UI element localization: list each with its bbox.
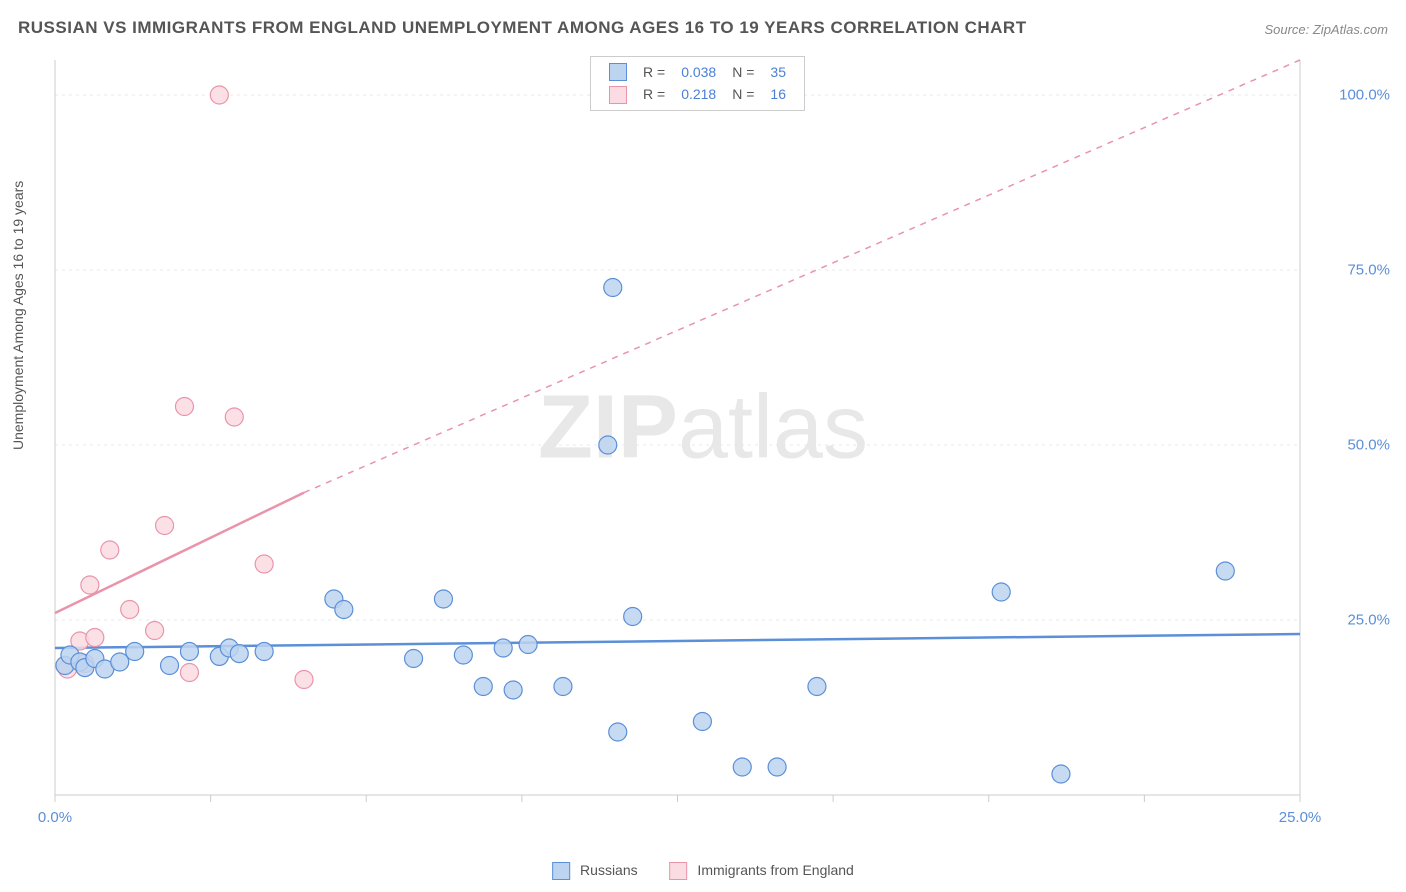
r-value-russians: 0.038: [673, 61, 724, 83]
legend-row-russians: R = 0.038 N = 35: [601, 61, 794, 83]
x-tick-label: 0.0%: [38, 809, 72, 826]
y-tick-label: 100.0%: [1339, 87, 1390, 104]
plot-area: [50, 50, 1350, 820]
series-legend: Russians Immigrants from England: [538, 862, 868, 880]
swatch-england: [609, 86, 627, 104]
r-label: R =: [635, 61, 673, 83]
correlation-legend: R = 0.038 N = 35 R = 0.218 N = 16: [590, 56, 805, 111]
y-tick-label: 75.0%: [1347, 262, 1390, 279]
r-label: R =: [635, 83, 673, 105]
source-attribution: Source: ZipAtlas.com: [1264, 22, 1388, 37]
swatch-russians: [609, 63, 627, 81]
r-value-england: 0.218: [673, 83, 724, 105]
legend-label-russians: Russians: [580, 862, 638, 878]
legend-row-england: R = 0.218 N = 16: [601, 83, 794, 105]
swatch-russians: [552, 862, 570, 880]
n-value-england: 16: [762, 83, 794, 105]
scatter-chart-svg: [50, 50, 1350, 820]
legend-item-russians: Russians: [552, 862, 641, 878]
y-tick-label: 25.0%: [1347, 612, 1390, 629]
swatch-england: [670, 862, 688, 880]
legend-label-england: Immigrants from England: [697, 862, 853, 878]
y-tick-label: 50.0%: [1347, 437, 1390, 454]
n-value-russians: 35: [762, 61, 794, 83]
n-label: N =: [724, 83, 762, 105]
n-label: N =: [724, 61, 762, 83]
chart-title: RUSSIAN VS IMMIGRANTS FROM ENGLAND UNEMP…: [18, 18, 1027, 38]
legend-item-england: Immigrants from England: [670, 862, 854, 878]
x-tick-label: 25.0%: [1279, 809, 1322, 826]
y-axis-label: Unemployment Among Ages 16 to 19 years: [10, 181, 26, 450]
